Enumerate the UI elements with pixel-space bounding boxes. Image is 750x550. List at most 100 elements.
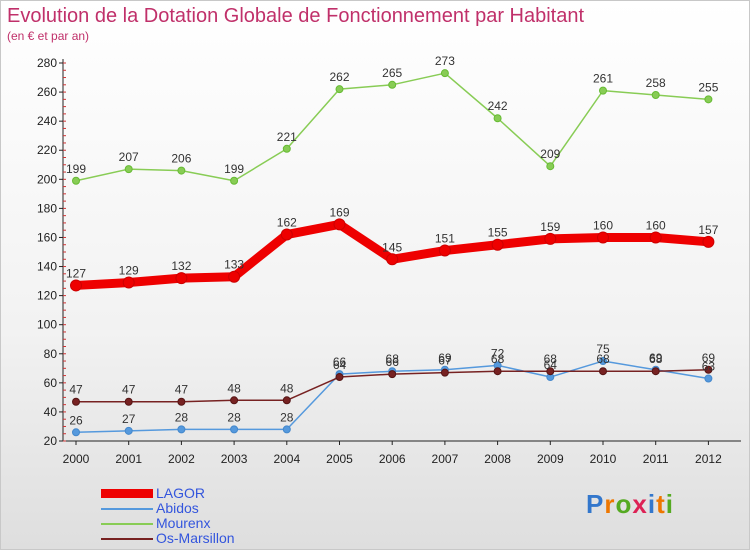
data-point-mourenx	[282, 144, 291, 153]
data-label-mourenx: 255	[698, 80, 718, 94]
data-point-os-marsillon	[124, 397, 133, 406]
data-label-abidos: 64	[544, 358, 558, 372]
x-tick-label: 2006	[379, 452, 406, 466]
data-point-os-marsillon	[388, 370, 397, 379]
data-label-os-marsillon: 67	[438, 354, 452, 368]
data-label-lagor: 145	[382, 240, 402, 254]
data-label-os-marsillon: 68	[544, 352, 558, 366]
data-point-mourenx	[177, 166, 186, 175]
y-tick-label: 180	[37, 201, 57, 215]
data-point-lagor	[175, 272, 188, 285]
data-point-abidos	[599, 357, 607, 366]
data-label-abidos: 69	[438, 351, 452, 365]
legend-label-lagor: LAGOR	[156, 485, 206, 501]
data-label-os-marsillon: 69	[702, 351, 716, 365]
data-label-os-marsillon: 66	[386, 355, 400, 369]
logo-letter: r	[604, 489, 616, 519]
data-label-mourenx: 262	[329, 70, 349, 84]
data-point-os-marsillon	[493, 367, 502, 376]
data-point-mourenx	[599, 86, 607, 95]
data-point-lagor	[544, 232, 557, 245]
data-label-os-marsillon: 48	[227, 381, 241, 395]
data-point-mourenx	[335, 85, 344, 94]
data-point-lagor	[702, 235, 715, 248]
data-point-mourenx	[704, 95, 713, 104]
data-point-lagor	[438, 244, 451, 257]
data-label-os-marsillon: 47	[122, 383, 136, 397]
data-label-abidos: 28	[175, 410, 189, 424]
data-point-abidos	[72, 428, 80, 437]
data-point-os-marsillon	[335, 373, 344, 382]
legend-swatch-lagor	[101, 489, 153, 498]
x-tick-label: 2000	[63, 452, 90, 466]
data-label-abidos: 26	[69, 413, 83, 427]
data-point-lagor	[228, 270, 241, 283]
x-tick-label: 2011	[643, 452, 669, 466]
data-point-mourenx	[72, 176, 80, 185]
chart-title: Evolution de la Dotation Globale de Fonc…	[7, 5, 585, 27]
legend-swatch-os-marsillon	[101, 538, 153, 540]
data-label-mourenx: 209	[540, 147, 560, 161]
data-point-mourenx	[388, 80, 397, 89]
x-tick-label: 2002	[168, 452, 195, 466]
y-tick-label: 60	[44, 376, 58, 390]
data-point-lagor	[597, 231, 609, 244]
data-label-mourenx: 265	[382, 66, 402, 80]
legend-label-abidos: Abidos	[156, 500, 199, 516]
data-label-lagor: 133	[224, 258, 244, 272]
data-label-os-marsillon: 68	[649, 352, 663, 366]
data-point-lagor	[491, 238, 504, 251]
data-label-os-marsillon: 47	[69, 383, 83, 397]
data-label-lagor: 132	[171, 259, 191, 273]
data-label-lagor: 127	[66, 266, 86, 280]
data-point-lagor	[649, 231, 662, 244]
data-point-abidos	[124, 426, 133, 435]
data-label-mourenx: 273	[435, 54, 455, 68]
data-point-os-marsillon	[440, 368, 449, 377]
chart-subtitle: (en € et par an)	[7, 29, 90, 43]
x-tick-label: 2012	[695, 452, 722, 466]
data-label-mourenx: 207	[119, 150, 139, 164]
data-label-os-marsillon: 47	[175, 383, 189, 397]
data-point-abidos	[177, 425, 186, 434]
data-label-abidos: 72	[491, 346, 505, 360]
data-label-os-marsillon: 68	[491, 352, 505, 366]
proxiti-logo: Proxiti	[586, 489, 674, 520]
data-point-lagor	[280, 228, 293, 241]
y-tick-label: 240	[37, 114, 57, 128]
y-tick-label: 160	[37, 230, 57, 244]
data-label-abidos: 27	[122, 412, 136, 426]
data-point-mourenx	[651, 90, 660, 99]
data-point-mourenx	[493, 114, 502, 123]
data-label-abidos: 66	[333, 355, 347, 369]
data-point-os-marsillon	[72, 397, 80, 406]
y-tick-label: 220	[37, 143, 57, 157]
data-point-mourenx	[124, 165, 133, 174]
y-tick-label: 20	[44, 434, 58, 448]
data-point-os-marsillon	[230, 396, 239, 405]
data-label-lagor: 162	[277, 216, 297, 230]
data-label-lagor: 155	[488, 226, 508, 240]
data-point-abidos	[704, 374, 713, 383]
x-tick-label: 2009	[537, 452, 564, 466]
data-label-abidos: 28	[227, 410, 241, 424]
y-tick-label: 120	[37, 289, 57, 303]
data-point-mourenx	[230, 176, 239, 185]
y-tick-label: 280	[37, 56, 57, 70]
logo-letter: P	[586, 489, 605, 519]
data-label-mourenx: 258	[646, 76, 666, 90]
logo-letter: o	[615, 489, 633, 519]
data-label-os-marsillon: 48	[280, 381, 294, 395]
data-label-mourenx: 261	[593, 72, 613, 86]
y-tick-label: 100	[37, 318, 57, 332]
x-tick-label: 2007	[432, 452, 459, 466]
y-tick-label: 260	[37, 85, 57, 99]
data-label-os-marsillon: 68	[596, 352, 610, 366]
y-tick-label: 140	[37, 260, 57, 274]
logo-letter: i	[665, 489, 674, 519]
data-label-mourenx: 199	[224, 162, 244, 176]
data-label-lagor: 160	[593, 218, 613, 232]
data-point-lagor	[70, 279, 82, 292]
data-label-os-marsillon: 64	[333, 358, 347, 372]
